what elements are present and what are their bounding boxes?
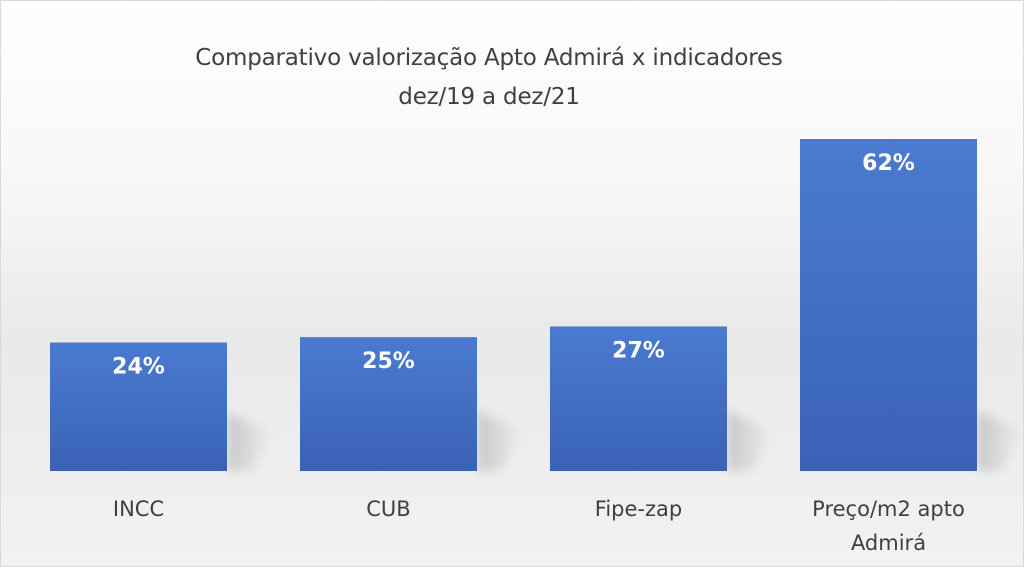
bar-pre-o-m2-apto — [800, 139, 977, 471]
category-labels: INCC CUB Fipe-zap Preço/m2 apto Admirá — [113, 497, 965, 555]
data-label-pre-o-m2-apto: 62% — [862, 151, 915, 176]
bar-shadow-incc — [227, 413, 272, 471]
bar-incc — [50, 342, 227, 471]
category-label-pre-o-m2-apto-line-2: Admirá — [851, 531, 926, 555]
category-label-cub: CUB — [366, 497, 410, 521]
chart-subtitle: dez/19 a dez/21 — [398, 84, 580, 110]
chart-title: Comparativo valorização Apto Admirá x in… — [195, 45, 783, 71]
bars — [50, 139, 977, 471]
bar-fipe-zap — [550, 326, 727, 471]
category-label-fipe-zap: Fipe-zap — [595, 497, 682, 521]
category-label-pre-o-m2-apto-line-1: Preço/m2 apto — [812, 497, 965, 521]
data-label-incc: 24% — [112, 354, 165, 379]
category-label-incc: INCC — [113, 497, 164, 521]
data-labels: 24% 25% 27% 62% — [112, 151, 915, 379]
data-label-cub: 25% — [362, 349, 415, 374]
bar-shadow-cub — [477, 411, 522, 471]
bar-cub — [300, 337, 477, 471]
data-label-fipe-zap: 27% — [612, 338, 665, 363]
bar-shadow-pre-o-m2-apto — [977, 411, 1022, 471]
bar-shadow-fipe-zap — [727, 411, 772, 471]
bar-shadows — [227, 411, 1022, 471]
